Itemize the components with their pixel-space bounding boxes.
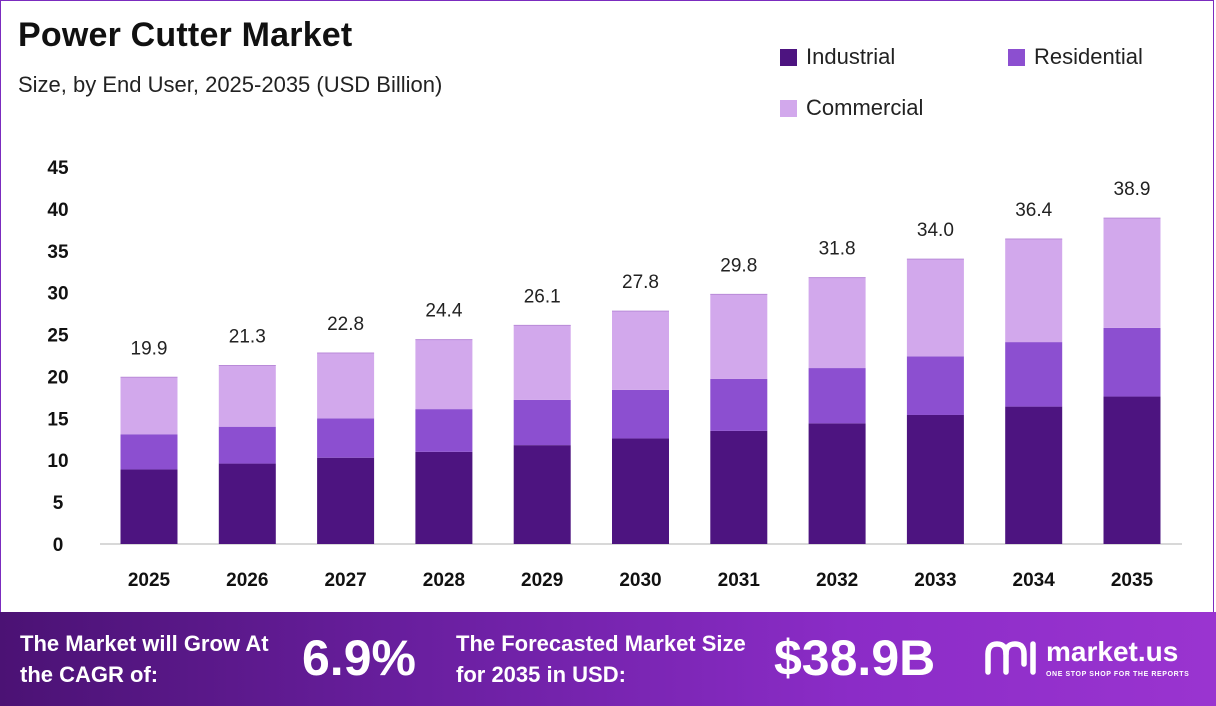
chart-subtitle: Size, by End User, 2025-2035 (USD Billio… — [18, 72, 443, 97]
bar-segment-residential — [120, 434, 178, 470]
bar-total-label: 36.4 — [1015, 200, 1052, 221]
legend-label-industrial: Industrial — [806, 44, 896, 69]
legend-swatch-industrial — [780, 48, 797, 66]
bar-segment-residential — [1103, 327, 1161, 397]
x-tick-label: 2030 — [619, 570, 661, 591]
bar-segment-commercial — [513, 325, 571, 400]
y-tick-label: 20 — [47, 367, 68, 388]
bar-total-label: 31.8 — [819, 239, 856, 260]
bar-total-label: 19.9 — [131, 338, 168, 359]
legend-item-residential: Residential — [1008, 44, 1143, 70]
x-tick-label: 2029 — [521, 570, 563, 591]
y-tick-label: 35 — [47, 242, 69, 263]
forecast-label: The Forecasted Market Size for 2035 in U… — [456, 631, 746, 687]
bar-total-label: 26.1 — [524, 286, 561, 307]
cagr-value: 6.9% — [302, 630, 416, 686]
bar-total-label: 24.4 — [425, 301, 462, 322]
y-tick-label: 0 — [53, 535, 64, 556]
bar-segment-industrial — [1103, 396, 1161, 544]
legend-item-commercial: Commercial — [780, 95, 923, 121]
bar-segment-industrial — [415, 451, 473, 544]
legend-swatch-residential — [1008, 48, 1025, 66]
bar-segment-residential — [906, 356, 964, 415]
bar-segment-commercial — [710, 294, 768, 379]
bar-segment-industrial — [612, 438, 669, 544]
x-tick-label: 2026 — [226, 570, 268, 591]
bar-segment-industrial — [710, 430, 768, 544]
bar-segment-industrial — [1005, 406, 1063, 544]
bar-segment-residential — [415, 409, 473, 452]
bar-segment-industrial — [120, 469, 178, 544]
bar-segment-residential — [808, 368, 866, 424]
bar-segment-residential — [1005, 342, 1063, 407]
brand-name: market.us — [1046, 636, 1179, 667]
bar-segment-commercial — [1103, 218, 1161, 328]
legend-label-commercial: Commercial — [806, 95, 924, 120]
bar-total-label: 21.3 — [229, 327, 266, 348]
y-tick-label: 10 — [47, 451, 68, 472]
bar-segment-residential — [317, 418, 375, 458]
market-us-logo-icon — [985, 641, 1036, 675]
forecast-value: $38.9B — [774, 630, 936, 686]
brand-tagline: ONE STOP SHOP FOR THE REPORTS — [1046, 671, 1190, 678]
bar-segment-residential — [218, 426, 276, 464]
bar-segment-residential — [710, 378, 768, 431]
cagr-label: The Market will Grow At the CAGR of: — [20, 631, 269, 687]
y-tick-label: 40 — [47, 200, 68, 221]
y-tick-label: 5 — [53, 493, 64, 514]
bar-total-label: 34.0 — [917, 220, 954, 241]
bar-segment-commercial — [415, 339, 473, 410]
y-tick-label: 15 — [47, 409, 69, 430]
bar-segment-commercial — [218, 365, 276, 427]
bar-segment-commercial — [906, 259, 964, 357]
x-tick-label: 2034 — [1013, 570, 1056, 591]
bar-segment-commercial — [1005, 239, 1063, 343]
bar-segment-industrial — [513, 445, 571, 544]
bar-total-label: 27.8 — [622, 272, 659, 293]
x-tick-label: 2033 — [914, 570, 956, 591]
x-tick-label: 2025 — [128, 570, 171, 591]
bar-segment-commercial — [612, 311, 669, 390]
x-tick-label: 2032 — [816, 570, 858, 591]
x-tick-label: 2031 — [718, 570, 761, 591]
bar-segment-residential — [612, 389, 669, 439]
bar-segment-residential — [513, 399, 571, 446]
y-tick-label: 45 — [47, 158, 69, 179]
bar-total-label: 22.8 — [327, 314, 364, 335]
stacked-bar-chart: 05101520253035404519.9202521.3202622.820… — [47, 158, 1182, 591]
y-tick-label: 30 — [47, 284, 68, 305]
bar-total-label: 38.9 — [1114, 179, 1151, 200]
x-tick-label: 2028 — [423, 570, 465, 591]
brand-logo: market.us ONE STOP SHOP FOR THE REPORTS — [984, 636, 1209, 684]
x-tick-label: 2027 — [324, 570, 366, 591]
y-tick-label: 25 — [47, 326, 69, 347]
legend-swatch-commercial — [780, 99, 797, 117]
bar-segment-industrial — [808, 423, 866, 544]
footer-banner: The Market will Grow At the CAGR of: 6.9… — [0, 612, 1216, 706]
chart-title: Power Cutter Market — [18, 16, 353, 54]
bar-segment-industrial — [218, 463, 276, 544]
bar-segment-industrial — [906, 414, 964, 544]
legend-item-industrial: Industrial — [780, 44, 895, 70]
legend-label-residential: Residential — [1034, 44, 1143, 69]
bar-segment-commercial — [317, 352, 375, 419]
bar-segment-commercial — [120, 377, 178, 435]
chart-legend: Industrial Residential Commercial — [780, 44, 1200, 134]
bar-segment-industrial — [317, 457, 375, 544]
x-tick-label: 2035 — [1111, 570, 1154, 591]
bar-segment-commercial — [808, 277, 866, 369]
bar-total-label: 29.8 — [720, 255, 757, 276]
